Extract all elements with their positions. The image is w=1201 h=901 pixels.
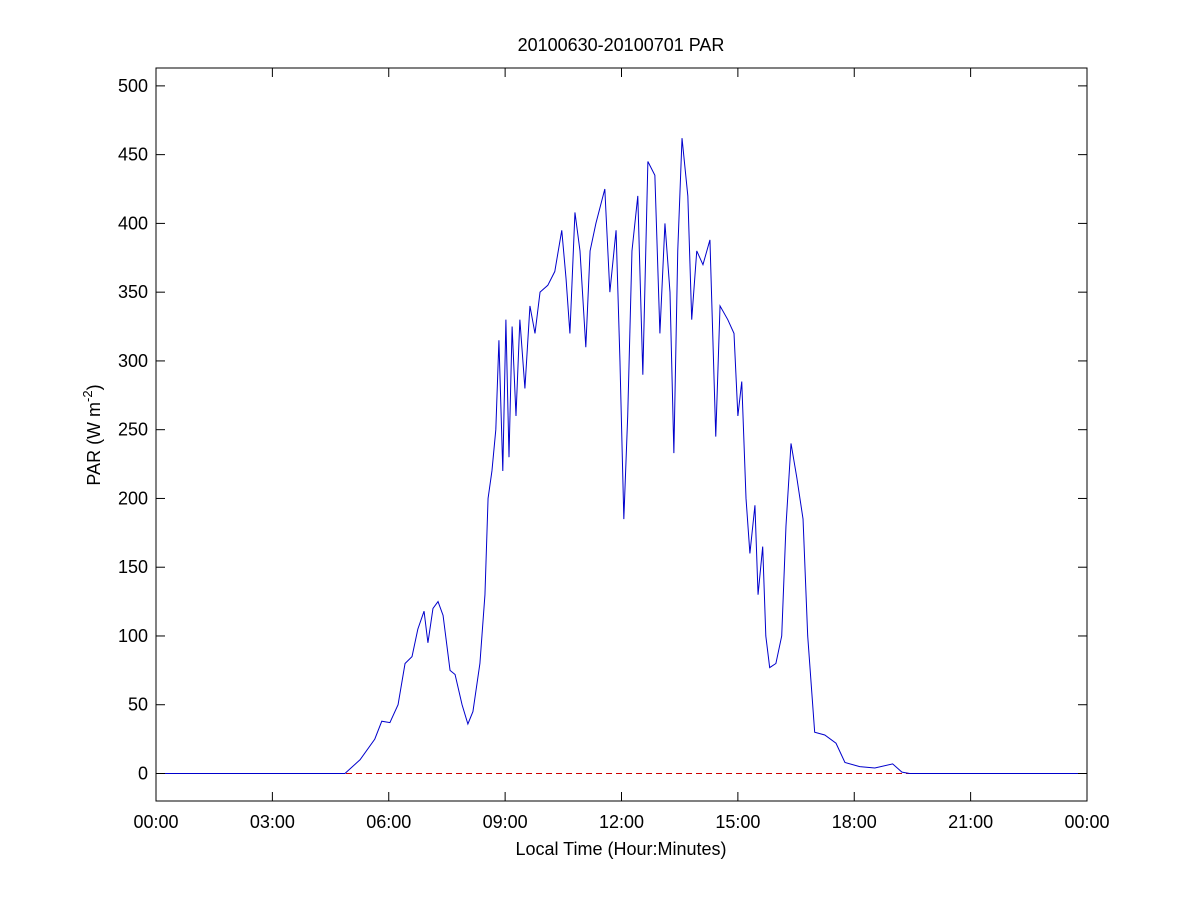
x-axis-label: Local Time (Hour:Minutes) bbox=[515, 839, 726, 859]
y-tick-label: 50 bbox=[128, 695, 148, 715]
x-tick-label: 06:00 bbox=[366, 812, 411, 832]
y-tick-label: 100 bbox=[118, 626, 148, 646]
x-tick-label: 00:00 bbox=[133, 812, 178, 832]
x-tick-label: 18:00 bbox=[832, 812, 877, 832]
y-tick-label: 350 bbox=[118, 282, 148, 302]
y-label-sup: -2 bbox=[80, 390, 95, 402]
x-tick-label: 15:00 bbox=[715, 812, 760, 832]
y-label-main: PAR (W m bbox=[84, 402, 104, 486]
y-tick-label: 500 bbox=[118, 76, 148, 96]
axes-frame bbox=[155, 67, 1088, 802]
y-tick-label: 300 bbox=[118, 351, 148, 371]
x-tick-label: 00:00 bbox=[1064, 812, 1109, 832]
chart-title: 20100630-20100701 PAR bbox=[518, 35, 725, 55]
y-label-end: ) bbox=[84, 384, 104, 390]
y-tick-label: 450 bbox=[118, 145, 148, 165]
y-tick-label: 200 bbox=[118, 488, 148, 508]
y-tick-label: 250 bbox=[118, 420, 148, 440]
y-tick-label: 0 bbox=[138, 763, 148, 783]
y-tick-label: 400 bbox=[118, 213, 148, 233]
y-tick-label: 150 bbox=[118, 557, 148, 577]
x-tick-label: 12:00 bbox=[599, 812, 644, 832]
y-axis-label: PAR (W m-2) bbox=[80, 384, 104, 485]
x-tick-label: 09:00 bbox=[483, 812, 528, 832]
x-tick-label: 03:00 bbox=[250, 812, 295, 832]
data-line bbox=[156, 138, 1087, 774]
x-tick-label: 21:00 bbox=[948, 812, 993, 832]
